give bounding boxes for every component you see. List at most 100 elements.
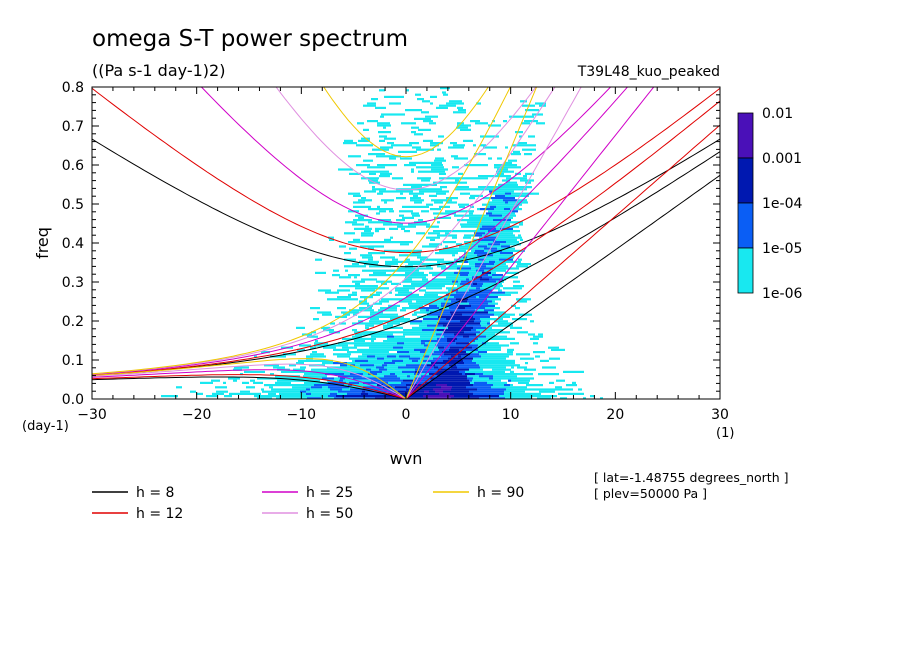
spectrum-cell	[365, 241, 378, 244]
spectrum-cell	[404, 353, 416, 356]
spectrum-cell	[349, 309, 355, 312]
spectrum-cell	[367, 102, 376, 105]
spectrum-cell	[486, 326, 492, 329]
spectrum-cell	[359, 302, 366, 305]
spectrum-cell	[481, 370, 484, 373]
spectrum-cell	[461, 366, 471, 369]
spectrum-cell	[517, 300, 527, 303]
spectrum-cell	[405, 258, 410, 261]
spectrum-cell	[445, 304, 457, 307]
spectrum-cell	[431, 168, 439, 171]
spectrum-cell	[276, 390, 286, 393]
spectrum-cell	[466, 324, 469, 327]
spectrum-cell	[461, 280, 464, 283]
colorbar-label: 1e-04	[762, 196, 802, 212]
spectrum-cell	[517, 366, 527, 369]
spectrum-cell	[524, 318, 527, 321]
spectrum-cell	[455, 355, 458, 358]
spectrum-cell	[383, 386, 392, 389]
spectrum-cell	[408, 373, 414, 376]
spectrum-cell	[434, 329, 437, 332]
spectrum-cell	[409, 357, 420, 360]
spectrum-cell	[438, 366, 451, 369]
spectrum-cell	[485, 232, 499, 235]
spectrum-cell	[497, 293, 511, 296]
spectrum-cell	[461, 315, 473, 318]
spectrum-cell	[491, 291, 505, 294]
spectrum-cell	[400, 377, 414, 380]
spectrum-cell	[369, 320, 381, 323]
spectrum-cell	[396, 219, 405, 222]
spectrum-cell	[401, 190, 413, 193]
spectrum-cell	[431, 302, 441, 305]
spectrum-cell	[455, 230, 463, 233]
spectrum-cell	[506, 375, 509, 378]
spectrum-cell	[517, 331, 528, 334]
spectrum-cell	[190, 390, 196, 393]
spectrum-cell	[354, 227, 362, 230]
spectrum-cell	[496, 386, 505, 389]
spectrum-cell	[472, 331, 480, 334]
spectrum-cell	[475, 267, 479, 270]
spectrum-cell	[337, 366, 341, 369]
spectrum-cell	[383, 223, 395, 226]
spectrum-cell	[410, 199, 424, 202]
spectrum-cell	[421, 210, 426, 213]
spectrum-cell	[435, 243, 442, 246]
spectrum-cell	[475, 397, 479, 399]
spectrum-cell	[395, 362, 405, 365]
lat-annotation: [ lat=-1.48755 degrees_north ]	[594, 470, 788, 485]
spectrum-cell	[475, 278, 480, 281]
spectrum-cell	[492, 348, 501, 351]
spectrum-cell	[408, 109, 422, 112]
spectrum-cell	[485, 384, 493, 387]
spectrum-cell	[375, 397, 384, 399]
spectrum-cell	[384, 397, 394, 399]
spectrum-cell	[496, 397, 505, 399]
spectrum-cell	[374, 285, 378, 288]
spectrum-cell	[466, 386, 470, 389]
spectrum-cell	[426, 351, 434, 354]
spectrum-cell	[378, 241, 389, 244]
spectrum-cell	[480, 331, 494, 334]
spectrum-cell	[460, 274, 468, 277]
spectrum-cell	[380, 170, 389, 173]
spectrum-cell	[494, 166, 502, 169]
spectrum-cell	[515, 177, 527, 180]
spectrum-cell	[362, 256, 373, 259]
spectrum-cell	[348, 192, 360, 195]
spectrum-cell	[426, 335, 436, 338]
spectrum-cell	[421, 342, 425, 345]
mrg-wave-curve	[92, 87, 556, 375]
spectrum-cell	[437, 221, 440, 224]
colorbar-swatch	[737, 202, 754, 249]
spectrum-cell	[382, 274, 394, 277]
spectrum-cell	[421, 223, 430, 226]
spectrum-cell	[471, 214, 475, 217]
spectrum-cell	[434, 161, 442, 164]
spectrum-cell	[425, 375, 437, 378]
spectrum-cell	[525, 109, 539, 112]
spectrum-cell	[399, 320, 410, 323]
spectrum-cell	[489, 342, 499, 345]
spectrum-cell	[339, 322, 346, 325]
spectrum-cell	[453, 111, 466, 114]
spectrum-cell	[391, 144, 400, 147]
spectrum-cell	[347, 364, 350, 367]
spectrum-cell	[438, 364, 449, 367]
spectrum-cell	[405, 271, 413, 274]
legend-label: h = 25	[306, 485, 353, 501]
spectrum-cell	[391, 377, 400, 380]
spectrum-cell	[460, 128, 471, 131]
spectrum-cell	[483, 329, 489, 332]
spectrum-cell	[400, 243, 409, 246]
spectrum-cell	[422, 300, 432, 303]
spectrum-cell	[228, 377, 240, 380]
spectrum-cell	[489, 260, 495, 263]
spectrum-cell	[446, 247, 458, 250]
spectrum-cell	[429, 243, 432, 246]
spectrum-cell	[380, 256, 383, 259]
spectrum-cell	[387, 344, 391, 347]
spectrum-cell	[518, 234, 521, 237]
spectrum-cell	[523, 379, 530, 382]
